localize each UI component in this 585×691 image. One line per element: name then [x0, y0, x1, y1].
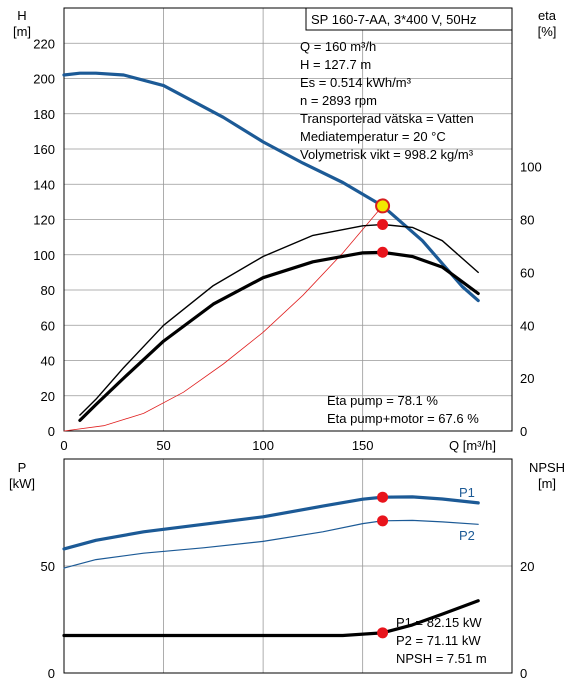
- series-line: [78, 250, 480, 422]
- x-tick-label: 0: [60, 438, 67, 453]
- info-es: Es = 0.514 kWh/m³: [300, 75, 412, 90]
- axis-tick-labels: 0 50 100 1500204060801001201401601802002200…: [33, 36, 541, 681]
- operating-points: [375, 198, 391, 639]
- bottom-right-axis-unit: [m]: [538, 476, 556, 491]
- left-y-tick-label: 0: [48, 424, 55, 439]
- info-temperature: Mediatemperatur = 20 °C: [300, 129, 446, 144]
- duty-point-p2: [377, 515, 389, 527]
- left-y-tick-label: 60: [41, 318, 55, 333]
- info-q: Q = 160 m³/h: [300, 39, 376, 54]
- right-y-tick-label: 100: [520, 160, 542, 175]
- left-y-tick-label: 20: [41, 389, 55, 404]
- left-y-tick-label: 50: [41, 559, 55, 574]
- right-y-tick-label: 20: [520, 559, 534, 574]
- series-line: [79, 223, 479, 416]
- left-y-tick-label: 100: [33, 248, 55, 263]
- p1-series-label: P1: [459, 485, 475, 500]
- top-right-axis-unit: [%]: [538, 24, 557, 39]
- x-tick-label: 50: [156, 438, 170, 453]
- series-line: [63, 205, 384, 432]
- right-y-tick-label: 40: [520, 318, 534, 333]
- left-y-tick-label: 40: [41, 354, 55, 369]
- bottom-chart-grid: [64, 459, 512, 673]
- left-y-tick-label: 80: [41, 283, 55, 298]
- p2-value-label: P2 = 71.11 kW: [396, 633, 481, 648]
- x-tick-label: 100: [252, 438, 274, 453]
- right-y-tick-label: 60: [520, 265, 534, 280]
- chart-series: [62, 71, 480, 638]
- p1-value-label: P1 = 82.15 kW: [396, 615, 482, 630]
- right-y-tick-label: 80: [520, 213, 534, 228]
- top-right-axis-symbol: eta: [538, 8, 557, 23]
- series-line: [62, 599, 480, 638]
- info-h: H = 127.7 m: [300, 57, 371, 72]
- duty-point-head: [375, 198, 391, 214]
- top-left-axis-symbol: H: [17, 8, 26, 23]
- duty-point-eta-pump-motor: [377, 246, 389, 258]
- chart-title: SP 160-7-AA, 3*400 V, 50Hz: [311, 12, 477, 27]
- top-left-axis-unit: [m]: [13, 24, 31, 39]
- right-y-tick-label: 0: [520, 424, 527, 439]
- left-y-tick-label: 180: [33, 107, 55, 122]
- left-y-tick-label: 200: [33, 72, 55, 87]
- left-y-tick-label: 0: [48, 666, 55, 681]
- info-n: n = 2893 rpm: [300, 93, 377, 108]
- title-box: [305, 7, 513, 31]
- series-line: [62, 495, 480, 551]
- right-y-tick-label: 0: [520, 666, 527, 681]
- top-x-axis-label: Q [m³/h]: [449, 438, 496, 453]
- info-density: Volymetrisk vikt = 998.2 kg/m³: [300, 147, 474, 162]
- series-line: [62, 71, 480, 303]
- top-chart-grid: [64, 8, 512, 431]
- duty-point-p1: [377, 491, 389, 503]
- duty-point-npsh: [377, 627, 389, 639]
- bottom-right-axis-symbol: NPSH: [529, 460, 565, 475]
- left-y-tick-label: 160: [33, 142, 55, 157]
- right-y-tick-label: 20: [520, 371, 534, 386]
- bottom-chart-frame: [63, 458, 513, 674]
- left-y-tick-label: 120: [33, 213, 55, 228]
- bottom-left-axis-symbol: P: [18, 460, 27, 475]
- p2-series-label: P2: [459, 528, 475, 543]
- top-chart-frame: [63, 7, 513, 432]
- duty-point-eta-pump: [377, 219, 389, 231]
- bottom-left-axis-unit: [kW]: [9, 476, 35, 491]
- left-y-tick-label: 220: [33, 36, 55, 51]
- eta-pump-label: Eta pump = 78.1 %: [327, 393, 438, 408]
- left-y-tick-label: 140: [33, 177, 55, 192]
- npsh-value-label: NPSH = 7.51 m: [396, 651, 487, 666]
- info-liquid: Transporterad vätska = Vatten: [300, 111, 474, 126]
- series-line: [63, 519, 479, 569]
- eta-pump-motor-label: Eta pump+motor = 67.6 %: [327, 411, 479, 426]
- x-tick-label: 150: [352, 438, 374, 453]
